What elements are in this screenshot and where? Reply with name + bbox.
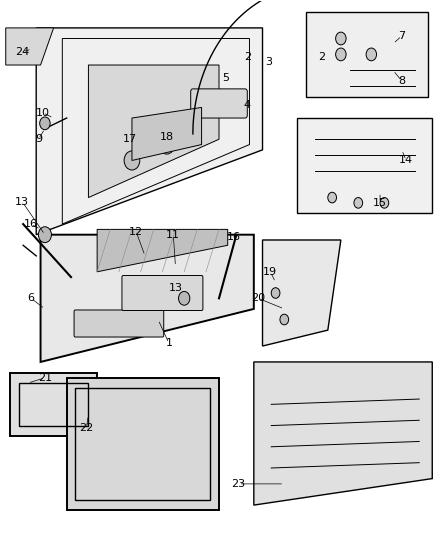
Text: 7: 7: [398, 31, 405, 41]
Text: 23: 23: [232, 479, 246, 489]
Polygon shape: [306, 12, 428, 97]
Circle shape: [328, 192, 336, 203]
Text: 12: 12: [129, 227, 143, 237]
FancyBboxPatch shape: [74, 310, 164, 337]
Circle shape: [124, 151, 140, 170]
Circle shape: [179, 292, 190, 305]
Circle shape: [271, 288, 280, 298]
Text: 19: 19: [263, 267, 277, 277]
Polygon shape: [6, 28, 53, 65]
Text: 2: 2: [318, 52, 325, 62]
Text: 13: 13: [169, 282, 183, 293]
FancyBboxPatch shape: [122, 276, 203, 311]
Circle shape: [366, 48, 377, 61]
Circle shape: [336, 48, 346, 61]
Text: 17: 17: [123, 134, 137, 144]
Circle shape: [159, 135, 175, 154]
Text: 18: 18: [160, 132, 174, 142]
Text: 11: 11: [166, 230, 180, 240]
Polygon shape: [132, 108, 201, 160]
Text: 16: 16: [227, 232, 241, 243]
Polygon shape: [41, 235, 254, 362]
Text: 3: 3: [265, 58, 272, 67]
Polygon shape: [262, 240, 341, 346]
Text: 1: 1: [166, 338, 173, 349]
Polygon shape: [10, 373, 97, 436]
Text: 6: 6: [28, 293, 35, 303]
Polygon shape: [88, 65, 219, 198]
Polygon shape: [254, 362, 432, 505]
Circle shape: [354, 198, 363, 208]
Circle shape: [40, 117, 50, 130]
Text: 22: 22: [79, 423, 93, 433]
Text: 20: 20: [251, 293, 265, 303]
Text: 16: 16: [24, 219, 38, 229]
Text: 5: 5: [222, 73, 229, 83]
Polygon shape: [297, 118, 432, 214]
Circle shape: [336, 32, 346, 45]
Circle shape: [280, 314, 289, 325]
Text: 9: 9: [35, 134, 42, 144]
FancyBboxPatch shape: [191, 89, 247, 118]
Circle shape: [380, 198, 389, 208]
Text: 24: 24: [15, 47, 29, 56]
Text: 8: 8: [398, 76, 405, 86]
Text: 13: 13: [15, 197, 29, 207]
Text: 15: 15: [373, 198, 387, 208]
Text: 10: 10: [36, 108, 50, 118]
Polygon shape: [36, 28, 262, 235]
Polygon shape: [67, 378, 219, 511]
Circle shape: [39, 227, 51, 243]
Text: 14: 14: [399, 156, 413, 165]
Text: 2: 2: [244, 52, 251, 62]
Text: 21: 21: [38, 373, 52, 383]
Text: 4: 4: [244, 100, 251, 110]
Polygon shape: [97, 229, 228, 272]
